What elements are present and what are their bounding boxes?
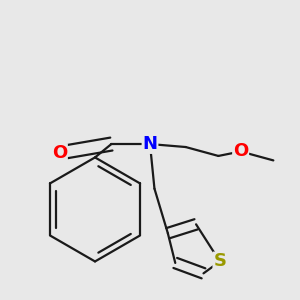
Text: S: S <box>213 253 226 271</box>
Text: N: N <box>142 135 158 153</box>
Text: O: O <box>233 142 248 160</box>
Text: O: O <box>52 144 67 162</box>
